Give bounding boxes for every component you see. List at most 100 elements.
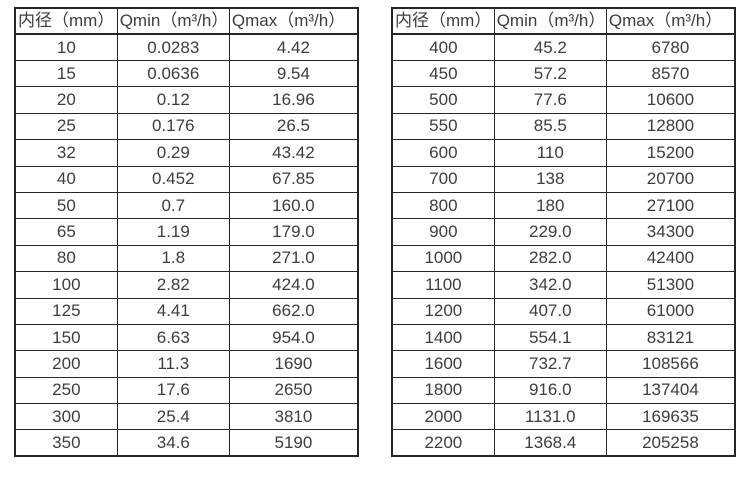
table-row: 2000 1131.0 169635 — [391, 403, 736, 431]
table-body: 10 0.0283 4.42 15 0.0636 9.54 20 0.12 16.96 25 0.1… — [14, 33, 359, 457]
table-row: 250 17.6 2650 — [14, 376, 359, 405]
data-cell: 3810 — [228, 403, 359, 431]
data-cell: 0.0636 — [116, 59, 230, 88]
data-cell: 229.0 — [493, 218, 607, 246]
data-cell: 0.7 — [116, 191, 230, 220]
data-cell: 20700 — [605, 165, 736, 193]
data-cell: 100 — [14, 271, 118, 299]
data-cell: 43.42 — [228, 139, 359, 167]
data-cell: 1368.4 — [493, 429, 607, 457]
data-cell: 1800 — [391, 376, 495, 405]
data-cell: 77.6 — [493, 86, 607, 114]
data-cell: 57.2 — [493, 59, 607, 88]
data-cell: 108566 — [605, 350, 736, 378]
table-row: 700 138 20700 — [391, 165, 736, 193]
header-cell: Qmin（m³/h） — [493, 7, 607, 36]
data-cell: 9.54 — [228, 59, 359, 88]
data-cell: 1400 — [391, 323, 495, 352]
data-cell: 110 — [493, 139, 607, 167]
data-cell: 550 — [391, 112, 495, 141]
data-cell: 80 — [14, 244, 118, 273]
data-cell: 1600 — [391, 350, 495, 378]
data-cell: 4.42 — [228, 33, 359, 61]
data-cell: 12800 — [605, 112, 736, 141]
data-cell: 40 — [14, 165, 118, 193]
data-cell: 205258 — [605, 429, 736, 457]
table-header: 内径（mm） Qmin（m³/h） Qmax（m³/h） — [391, 7, 736, 36]
flow-table-small-diameters: 内径（mm） Qmin（m³/h） Qmax（m³/h） 10 0.0283 4.42 1… — [14, 7, 359, 458]
data-cell: 26.5 — [228, 112, 359, 141]
table-row: 900 229.0 34300 — [391, 218, 736, 246]
table-body: 400 45.2 6780 450 57.2 8570 500 77.6 10600 550 85.… — [391, 33, 736, 457]
table-row: 80 1.8 271.0 — [14, 244, 359, 273]
data-cell: 65 — [14, 218, 118, 246]
table-row: 1100 342.0 51300 — [391, 271, 736, 299]
data-cell: 1100 — [391, 271, 495, 299]
table-row: 500 77.6 10600 — [391, 86, 736, 114]
data-cell: 67.85 — [228, 165, 359, 193]
data-cell: 700 — [391, 165, 495, 193]
table-row: 50 0.7 160.0 — [14, 191, 359, 220]
data-cell: 2650 — [228, 376, 359, 405]
data-cell: 15200 — [605, 139, 736, 167]
data-cell: 50 — [14, 191, 118, 220]
data-cell: 179.0 — [228, 218, 359, 246]
data-cell: 32 — [14, 139, 118, 167]
table-row: 300 25.4 3810 — [14, 403, 359, 431]
data-cell: 1200 — [391, 297, 495, 325]
data-cell: 10600 — [605, 86, 736, 114]
table-row: 25 0.176 26.5 — [14, 112, 359, 141]
data-cell: 10 — [14, 33, 118, 61]
data-cell: 61000 — [605, 297, 736, 325]
data-cell: 2.82 — [116, 271, 230, 299]
header-row: 内径（mm） Qmin（m³/h） Qmax（m³/h） — [391, 7, 736, 36]
data-cell: 500 — [391, 86, 495, 114]
data-cell: 180 — [493, 191, 607, 220]
table-row: 350 34.6 5190 — [14, 429, 359, 457]
data-cell: 200 — [14, 350, 118, 378]
data-cell: 16.96 — [228, 86, 359, 114]
header-row: 内径（mm） Qmin（m³/h） Qmax（m³/h） — [14, 7, 359, 36]
data-cell: 250 — [14, 376, 118, 405]
data-cell: 0.29 — [116, 139, 230, 167]
data-cell: 8570 — [605, 59, 736, 88]
data-cell: 150 — [14, 323, 118, 352]
table-row: 450 57.2 8570 — [391, 59, 736, 88]
data-cell: 17.6 — [116, 376, 230, 405]
data-cell: 160.0 — [228, 191, 359, 220]
data-cell: 1131.0 — [493, 403, 607, 431]
table-row: 15 0.0636 9.54 — [14, 59, 359, 88]
table-row: 150 6.63 954.0 — [14, 323, 359, 352]
header-cell: Qmax（m³/h） — [228, 7, 359, 36]
data-cell: 5190 — [228, 429, 359, 457]
data-cell: 0.176 — [116, 112, 230, 141]
table-row: 1800 916.0 137404 — [391, 376, 736, 405]
data-cell: 51300 — [605, 271, 736, 299]
table-row: 600 110 15200 — [391, 139, 736, 167]
data-cell: 169635 — [605, 403, 736, 431]
data-cell: 1000 — [391, 244, 495, 273]
data-cell: 400 — [391, 33, 495, 61]
data-cell: 42400 — [605, 244, 736, 273]
data-cell: 0.0283 — [116, 33, 230, 61]
data-cell: 11.3 — [116, 350, 230, 378]
data-cell: 450 — [391, 59, 495, 88]
table-row: 1000 282.0 42400 — [391, 244, 736, 273]
header-cell: 内径（mm） — [14, 7, 118, 36]
data-cell: 34300 — [605, 218, 736, 246]
data-cell: 0.452 — [116, 165, 230, 193]
table-row: 550 85.5 12800 — [391, 112, 736, 141]
data-cell: 407.0 — [493, 297, 607, 325]
data-cell: 0.12 — [116, 86, 230, 114]
header-cell: Qmin（m³/h） — [116, 7, 230, 36]
header-cell: 内径（mm） — [391, 7, 495, 36]
table-row: 20 0.12 16.96 — [14, 86, 359, 114]
data-cell: 800 — [391, 191, 495, 220]
table-row: 32 0.29 43.42 — [14, 139, 359, 167]
table-row: 1400 554.1 83121 — [391, 323, 736, 352]
table-row: 200 11.3 1690 — [14, 350, 359, 378]
data-cell: 554.1 — [493, 323, 607, 352]
table-row: 125 4.41 662.0 — [14, 297, 359, 325]
data-cell: 1.19 — [116, 218, 230, 246]
data-cell: 282.0 — [493, 244, 607, 273]
